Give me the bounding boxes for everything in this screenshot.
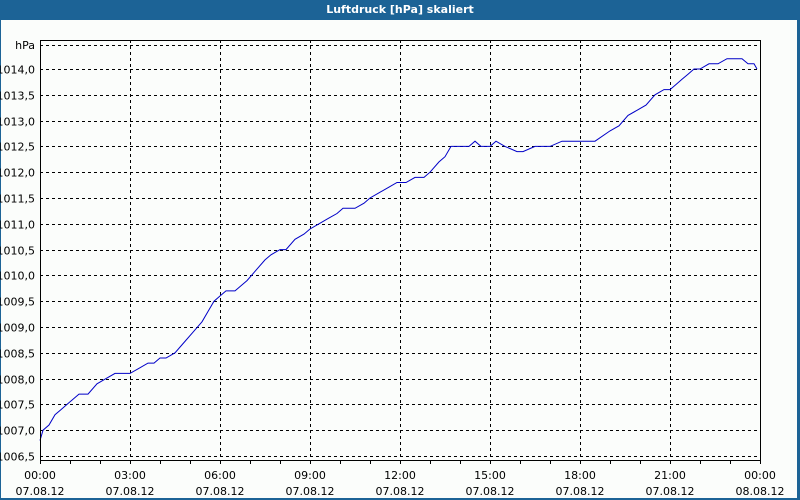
x-tick-time: 12:00 bbox=[384, 469, 416, 482]
y-tick-label: 1007,5 bbox=[0, 399, 35, 412]
y-tick-label: 1009,5 bbox=[0, 296, 35, 309]
x-tick-time: 00:00 bbox=[744, 469, 776, 482]
x-tick-time: 18:00 bbox=[564, 469, 596, 482]
y-tick-label: 1007,0 bbox=[0, 425, 35, 438]
window-title: Luftdruck [hPa] skaliert bbox=[326, 3, 474, 16]
y-tick-label: 1014,0 bbox=[0, 64, 35, 77]
y-tick-label: 1012,0 bbox=[0, 167, 35, 180]
x-tick-date: 08.08.12 bbox=[736, 485, 785, 498]
y-tick-label: 1008,5 bbox=[0, 348, 35, 361]
chart-panel bbox=[1, 20, 797, 498]
y-tick-label: 1009,0 bbox=[0, 322, 35, 335]
x-tick-date: 07.08.12 bbox=[556, 485, 605, 498]
y-tick-label: 1012,5 bbox=[0, 141, 35, 154]
y-tick-label: 1008,0 bbox=[0, 374, 35, 387]
y-tick-label: 1010,0 bbox=[0, 270, 35, 283]
x-tick-time: 21:00 bbox=[654, 469, 686, 482]
y-tick-label: 1013,0 bbox=[0, 116, 35, 129]
x-tick-date: 07.08.12 bbox=[376, 485, 425, 498]
y-tick-label: 1011,5 bbox=[0, 193, 35, 206]
x-tick-date: 07.08.12 bbox=[16, 485, 65, 498]
x-tick-time: 06:00 bbox=[204, 469, 236, 482]
y-tick-label: 1013,5 bbox=[0, 90, 35, 103]
y-axis: hPa 1014,0 1013,5 1013,0 1012,5 1012,0 1011,5 1… bbox=[0, 39, 35, 464]
y-axis-unit-label: hPa bbox=[15, 39, 35, 52]
x-tick-date: 07.08.12 bbox=[286, 485, 335, 498]
y-tick-label: 1011,0 bbox=[0, 219, 35, 232]
pressure-series-line bbox=[39, 58, 758, 441]
grid-lines bbox=[40, 40, 760, 460]
x-tick-time: 03:00 bbox=[114, 469, 146, 482]
x-tick-date: 07.08.12 bbox=[196, 485, 245, 498]
x-tick-time: 09:00 bbox=[294, 469, 326, 482]
x-tick-date: 07.08.12 bbox=[646, 485, 695, 498]
y-tick-label: 1010,5 bbox=[0, 245, 35, 258]
x-axis: 00:00 07.08.12 03:00 07.08.12 06:00 07.08.12 0… bbox=[16, 460, 785, 498]
x-tick-date: 07.08.12 bbox=[466, 485, 515, 498]
x-tick-date: 07.08.12 bbox=[106, 485, 155, 498]
plot-frame bbox=[40, 40, 761, 461]
x-tick-time: 00:00 bbox=[24, 469, 56, 482]
x-tick-time: 15:00 bbox=[474, 469, 506, 482]
y-tick-label: 1006,5 bbox=[0, 451, 35, 464]
